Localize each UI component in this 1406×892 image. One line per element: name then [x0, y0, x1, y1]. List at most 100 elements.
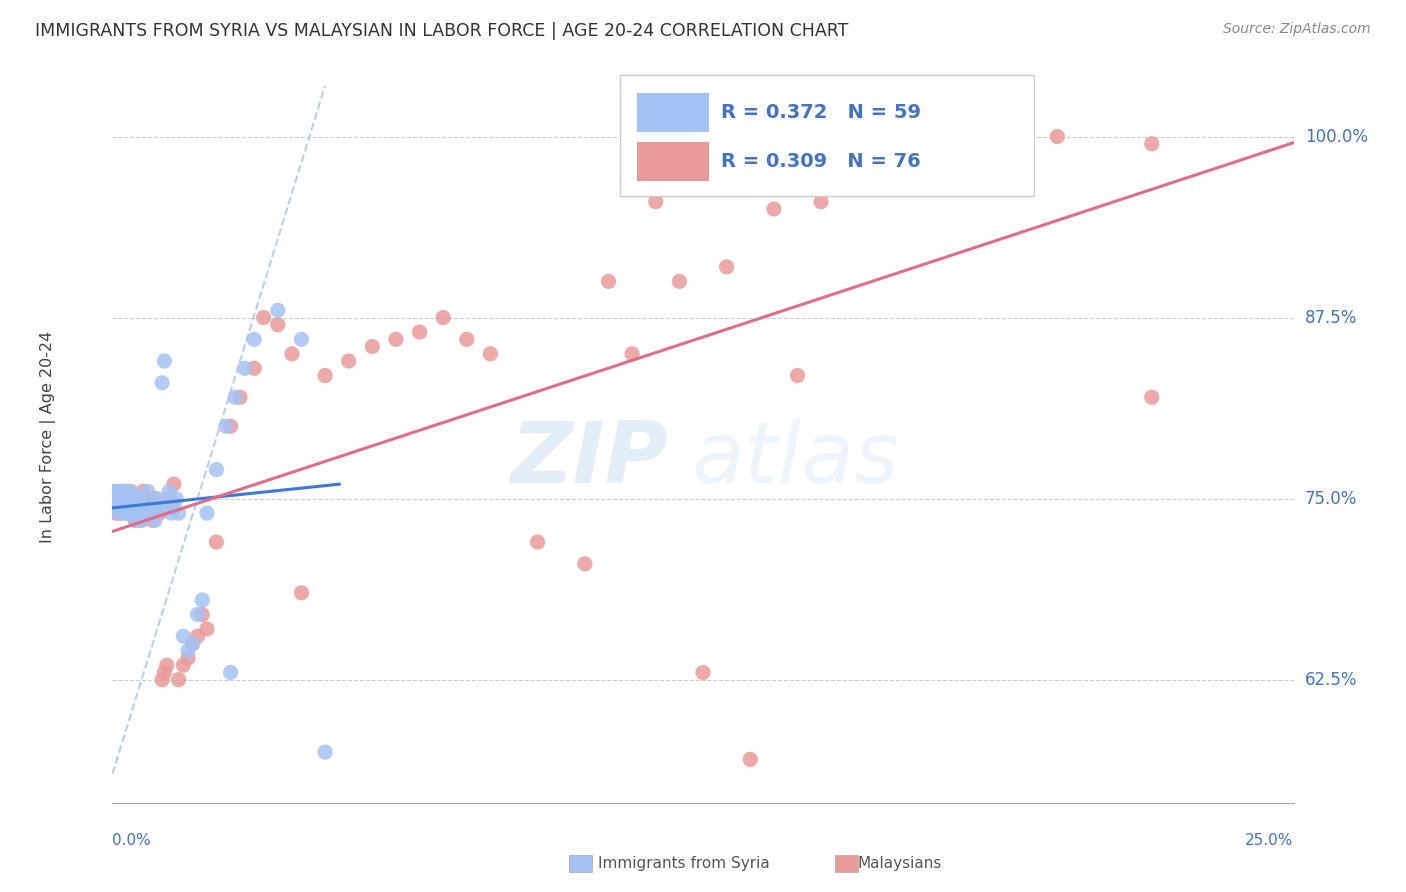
Point	[118, 491, 141, 506]
Point	[142, 499, 165, 513]
Point	[150, 376, 173, 390]
Point	[131, 513, 153, 527]
Point	[110, 484, 132, 499]
Point	[114, 499, 136, 513]
Point	[157, 491, 180, 506]
Point	[111, 491, 134, 506]
Point	[139, 491, 162, 506]
Point	[132, 484, 155, 499]
Point	[229, 390, 252, 404]
Point	[163, 477, 186, 491]
Point	[224, 390, 246, 404]
Point	[167, 673, 190, 687]
Point	[456, 332, 478, 346]
Point	[129, 499, 152, 513]
Point	[112, 499, 135, 513]
Point	[117, 491, 139, 506]
Point	[115, 506, 138, 520]
Point	[132, 499, 155, 513]
Point	[114, 484, 136, 499]
Point	[107, 499, 129, 513]
Point	[115, 506, 138, 520]
Text: Malaysians: Malaysians	[858, 856, 942, 871]
Point	[165, 491, 187, 506]
FancyBboxPatch shape	[620, 75, 1033, 195]
Point	[149, 499, 172, 513]
Point	[121, 506, 143, 520]
Point	[952, 151, 974, 165]
Point	[136, 499, 159, 513]
Point	[858, 173, 880, 187]
Text: ZIP: ZIP	[510, 417, 668, 500]
Point	[716, 260, 738, 274]
Point	[125, 513, 148, 527]
Point	[111, 484, 134, 499]
Point	[111, 491, 134, 506]
Point	[598, 274, 620, 288]
Point	[128, 491, 150, 506]
Point	[115, 484, 138, 499]
Point	[105, 506, 128, 520]
Point	[146, 491, 169, 506]
Point	[181, 636, 204, 650]
Point	[143, 491, 166, 506]
Point	[110, 484, 132, 499]
Point	[191, 593, 214, 607]
FancyBboxPatch shape	[637, 142, 709, 181]
Point	[314, 368, 336, 383]
Point	[281, 347, 304, 361]
Point	[621, 347, 644, 361]
Point	[668, 274, 690, 288]
Point	[1140, 390, 1163, 404]
Point	[740, 752, 762, 766]
Text: atlas: atlas	[692, 417, 900, 500]
Point	[181, 636, 204, 650]
Point	[361, 340, 384, 354]
FancyBboxPatch shape	[637, 93, 709, 132]
Point	[120, 491, 142, 506]
Text: 25.0%: 25.0%	[1246, 833, 1294, 848]
Point	[692, 665, 714, 680]
Point	[124, 513, 146, 527]
Point	[1140, 136, 1163, 151]
Point	[786, 368, 808, 383]
Point	[337, 354, 360, 368]
Text: In Labor Force | Age 20-24: In Labor Force | Age 20-24	[39, 331, 55, 543]
Point	[157, 484, 180, 499]
Point	[135, 506, 157, 520]
Point	[127, 499, 149, 513]
Point	[121, 506, 143, 520]
Text: 0.0%: 0.0%	[112, 833, 152, 848]
Text: R = 0.309   N = 76: R = 0.309 N = 76	[721, 152, 921, 171]
Point	[267, 318, 290, 332]
Point	[195, 506, 218, 520]
Text: 100.0%: 100.0%	[1305, 128, 1368, 145]
Point	[219, 665, 242, 680]
Point	[105, 491, 128, 506]
Point	[150, 673, 173, 687]
Point	[122, 499, 145, 513]
Point	[177, 644, 200, 658]
Point	[574, 557, 596, 571]
Point	[314, 745, 336, 759]
Point	[177, 651, 200, 665]
Text: 62.5%: 62.5%	[1305, 671, 1357, 689]
Point	[120, 484, 142, 499]
Point	[167, 506, 190, 520]
Point	[153, 354, 176, 368]
Point	[186, 607, 208, 622]
Point	[186, 629, 208, 643]
Point	[195, 622, 218, 636]
Point	[135, 506, 157, 520]
Point	[120, 499, 142, 513]
Point	[108, 506, 131, 520]
Point	[146, 499, 169, 513]
Point	[644, 194, 666, 209]
Point	[105, 499, 128, 513]
Point	[124, 491, 146, 506]
Point	[810, 194, 832, 209]
Point	[156, 658, 179, 673]
Point	[118, 484, 141, 499]
Point	[125, 491, 148, 506]
Point	[479, 347, 502, 361]
